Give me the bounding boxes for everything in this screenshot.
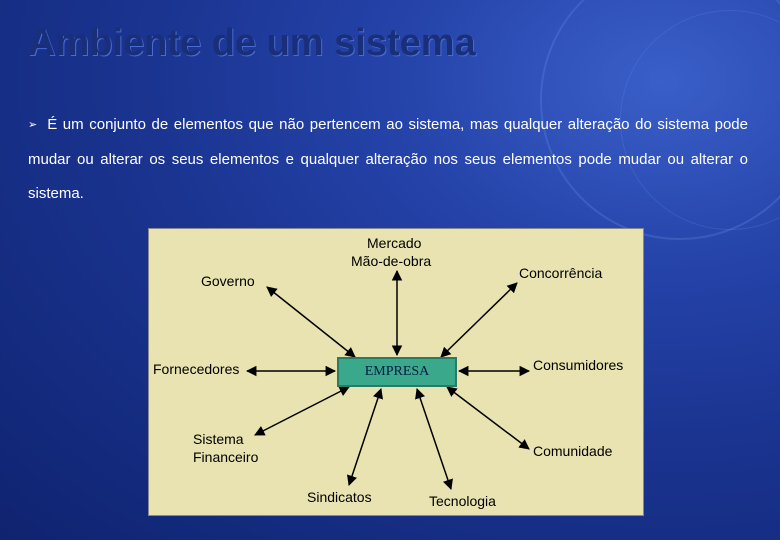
diagram-node-sistfin2: Financeiro (193, 449, 258, 465)
diagram-node-consumidores: Consumidores (533, 357, 623, 373)
center-label: EMPRESA (365, 364, 430, 380)
diagram-node-maodeobra: Mão-de-obra (351, 253, 431, 269)
diagram-node-mercado: Mercado (367, 235, 421, 251)
bullet-text: É um conjunto de elementos que não perte… (28, 116, 748, 202)
diagram-node-sistfin: Sistema (193, 431, 244, 447)
diagram-node-sindicatos: Sindicatos (307, 489, 372, 505)
diagram-center-node: EMPRESA (337, 357, 457, 387)
diagram-node-tecnologia: Tecnologia (429, 493, 496, 509)
bullet-marker-icon: ➢ (28, 113, 37, 138)
slide-title: Ambiente de um sistema (28, 22, 476, 65)
diagram-node-concorrencia: Concorrência (519, 265, 602, 281)
diagram-node-comunidade: Comunidade (533, 443, 612, 459)
diagram-container: EMPRESA Mercado Mão-de-obra Governo Concorr… (148, 228, 644, 516)
diagram-node-fornecedores: Fornecedores (153, 361, 239, 377)
bullet-paragraph: ➢É um conjunto de elementos que não pert… (28, 108, 748, 212)
environment-diagram: EMPRESA Mercado Mão-de-obra Governo Concorr… (149, 229, 643, 515)
diagram-node-governo: Governo (201, 273, 255, 289)
